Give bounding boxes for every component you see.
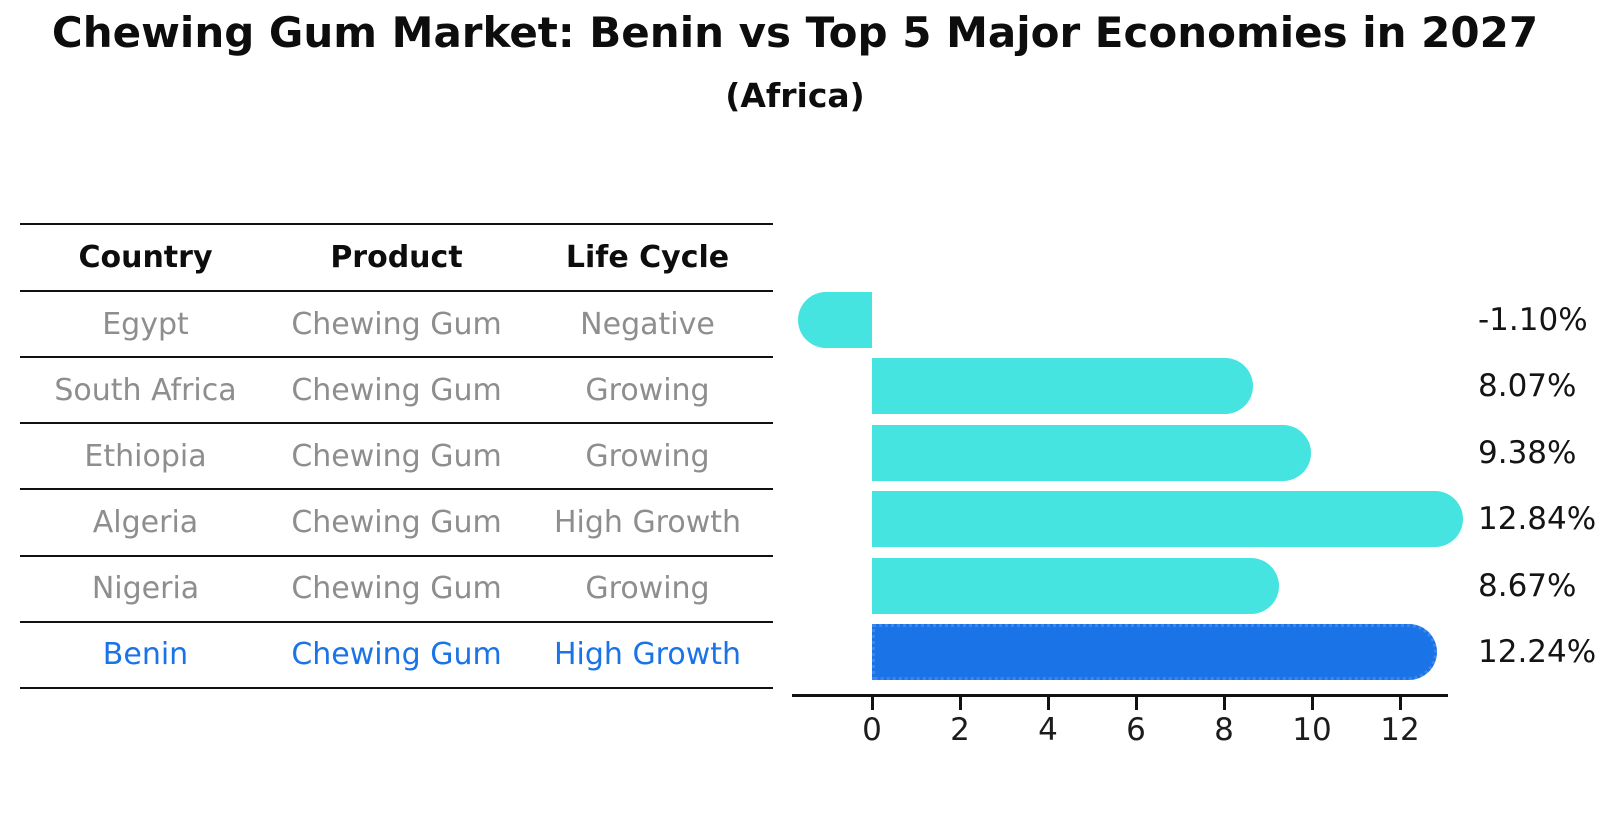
header-product: Product	[271, 223, 522, 292]
header-country: Country	[20, 223, 271, 292]
x-tick-label: 4	[1038, 712, 1058, 748]
value-label-ethiopia: 9.38%	[1478, 435, 1577, 471]
cell-country: Ethiopia	[20, 423, 271, 491]
cell-life-cycle: Growing	[522, 357, 773, 425]
chart-subtitle: (Africa)	[725, 76, 865, 115]
table-row: South Africa Chewing Gum Growing	[20, 357, 773, 425]
cell-country: Algeria	[20, 489, 271, 557]
cell-life-cycle: High Growth	[522, 489, 773, 557]
cell-product: Chewing Gum	[271, 291, 522, 359]
x-axis-line	[792, 694, 1448, 697]
bar-south-africa	[872, 358, 1253, 414]
x-tick-label: 6	[1126, 712, 1146, 748]
x-tick-mark	[871, 697, 874, 710]
bar-ethiopia	[872, 425, 1311, 481]
header-row: Country Product Life Cycle	[20, 223, 773, 292]
cell-product: Chewing Gum	[271, 621, 522, 690]
table-row: Nigeria Chewing Gum Growing	[20, 555, 773, 623]
cell-life-cycle: Growing	[522, 555, 773, 623]
cell-country: South Africa	[20, 357, 271, 425]
cell-product: Chewing Gum	[271, 489, 522, 557]
bar-benin	[872, 624, 1437, 680]
value-label-algeria: 12.84%	[1478, 501, 1597, 537]
value-label-nigeria: 8.67%	[1478, 568, 1577, 604]
header-life-cycle: Life Cycle	[522, 223, 773, 292]
table-row: Ethiopia Chewing Gum Growing	[20, 423, 773, 491]
cell-country: Benin	[20, 621, 271, 690]
chart-title: Chewing Gum Market: Benin vs Top 5 Major…	[51, 8, 1539, 57]
cell-life-cycle: High Growth	[522, 621, 773, 690]
cell-country: Egypt	[20, 291, 271, 359]
x-tick-label: 12	[1380, 712, 1420, 748]
cell-country: Nigeria	[20, 555, 271, 623]
table-row: Benin Chewing Gum High Growth	[20, 621, 773, 690]
bar-algeria	[872, 491, 1463, 547]
x-tick-mark	[1047, 697, 1050, 710]
value-label-benin: 12.24%	[1478, 634, 1597, 670]
cell-product: Chewing Gum	[271, 423, 522, 491]
table-body: Egypt Chewing Gum Negative South Africa Chew…	[20, 291, 773, 690]
cell-life-cycle: Negative	[522, 291, 773, 359]
x-tick-label: 10	[1292, 712, 1332, 748]
x-tick-label: 0	[862, 712, 882, 748]
country-table-head: Country Product Life Cycle	[20, 223, 773, 292]
x-tick-mark	[959, 697, 962, 710]
x-tick-label: 2	[950, 712, 970, 748]
table-row: Algeria Chewing Gum High Growth	[20, 489, 773, 557]
value-label-south-africa: 8.07%	[1478, 368, 1577, 404]
x-tick-label: 8	[1214, 712, 1234, 748]
cell-product: Chewing Gum	[271, 357, 522, 425]
cell-product: Chewing Gum	[271, 555, 522, 623]
value-label-egypt: -1.10%	[1478, 302, 1588, 338]
x-tick-mark	[1135, 697, 1138, 710]
bar-nigeria	[872, 558, 1279, 614]
table-row: Egypt Chewing Gum Negative	[20, 291, 773, 359]
bar-egypt	[798, 292, 872, 348]
country-table: Country Product Life Cycle Egypt Chewing …	[20, 223, 773, 690]
x-tick-mark	[1223, 697, 1226, 710]
x-tick-mark	[1399, 697, 1402, 710]
cell-life-cycle: Growing	[522, 423, 773, 491]
x-tick-mark	[1311, 697, 1314, 710]
